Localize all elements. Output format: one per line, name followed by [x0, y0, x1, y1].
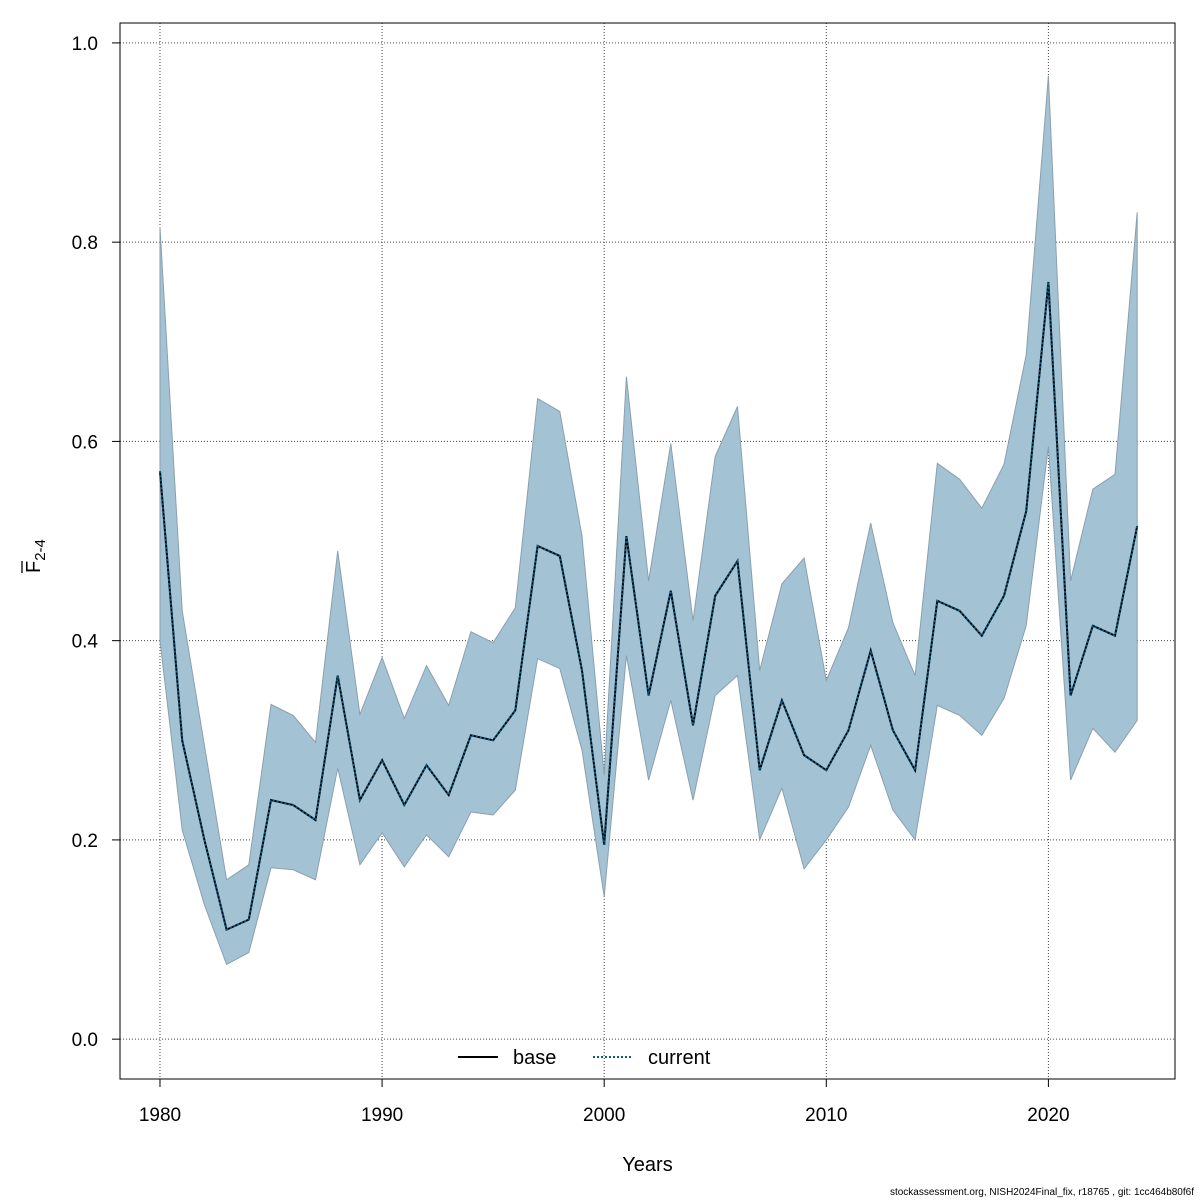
x-tick-label: 2020 [1027, 1105, 1069, 1126]
svg-text:F2-4: F2-4 [23, 539, 49, 573]
legend-base-label: base [513, 1047, 556, 1069]
y-axis-title: F2-4 [21, 539, 49, 573]
y-tick-label: 0.8 [72, 233, 98, 254]
confidence-band [159, 75, 1138, 966]
y-tick-label: 0.0 [72, 1030, 98, 1051]
plot-frame [119, 22, 1176, 1080]
x-axis-title: Years [622, 1154, 672, 1176]
series-lines [159, 281, 1139, 932]
y-tick-label: 1.0 [72, 34, 98, 55]
legend-current-label: current [648, 1047, 711, 1069]
y-tick-label: 0.6 [72, 432, 98, 453]
y-axis-title-main: F [23, 561, 45, 573]
x-tick-label: 2010 [805, 1105, 847, 1126]
y-axis-title-subscript: 2-4 [32, 539, 49, 561]
footer-credit: stockassessment.org, NISH2024Final_fix, … [889, 1187, 1194, 1198]
y-tick-label: 0.2 [72, 831, 98, 852]
x-tick-label: 1980 [139, 1105, 181, 1126]
y-tick-label: 0.4 [72, 632, 99, 653]
series-current-line [159, 281, 1139, 932]
axis-ticks: 1980 1990 2000 2010 2020 0.0 0.2 0.4 0.6 0.8 1.0 [72, 34, 1070, 1126]
x-tick-label: 1990 [361, 1105, 403, 1126]
legend: base current [458, 1047, 711, 1069]
x-tick-label: 2000 [583, 1105, 625, 1126]
